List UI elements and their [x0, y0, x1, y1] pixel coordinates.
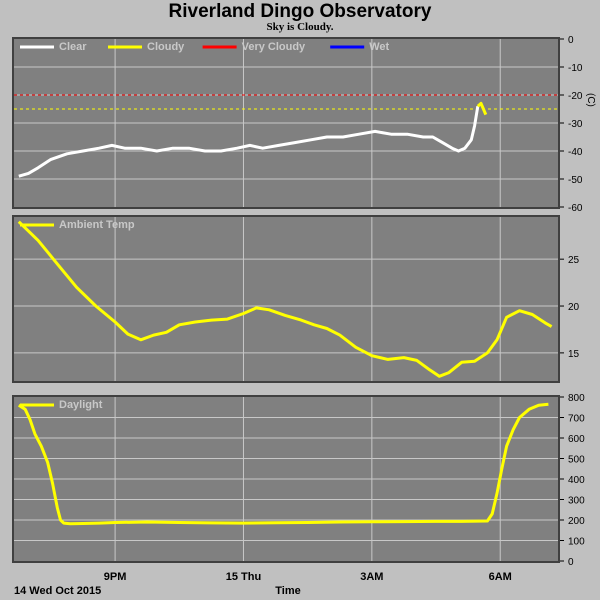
daylight-ytick-label: 500 — [568, 455, 585, 466]
sky-ytick-label: -30 — [568, 119, 583, 130]
ambient-series-ambient-temp — [17, 220, 553, 378]
x-axis-label: Time — [275, 585, 300, 597]
sky-legend-label: Cloudy — [147, 41, 185, 53]
sky-legend-label: Very Cloudy — [242, 41, 306, 53]
ambient-ytick-label: 15 — [568, 349, 580, 360]
xtick-label: 15 Thu — [226, 571, 261, 583]
sky-ylabel: (C) — [585, 93, 596, 107]
ambient-legend-label: Ambient Temp — [59, 219, 135, 231]
daylight-ytick-label: 200 — [568, 516, 585, 527]
ambient-ytick-label: 20 — [568, 302, 580, 313]
sky-legend-label: Clear — [59, 41, 87, 53]
sky-ytick-label: -60 — [568, 203, 583, 214]
xtick-label: 6AM — [489, 571, 512, 583]
daylight-ytick-label: 600 — [568, 434, 585, 445]
sky-legend-label: Wet — [369, 41, 389, 53]
ambient-panel — [14, 217, 558, 381]
daylight-ytick-label: 0 — [568, 557, 574, 568]
daylight-ytick-label: 800 — [568, 393, 585, 404]
daylight-legend-label: Daylight — [59, 399, 103, 411]
sky-ytick-label: -40 — [568, 147, 583, 158]
page-title: Riverland Dingo Observatory — [168, 1, 432, 22]
sky-status-subtitle: Sky is Cloudy. — [266, 21, 334, 33]
sky-ytick-label: -20 — [568, 91, 583, 102]
sky-ytick-label: 0 — [568, 35, 574, 46]
sky-ytick-label: -50 — [568, 175, 583, 186]
xtick-label: 3AM — [360, 571, 383, 583]
sky-ytick-label: -10 — [568, 63, 583, 74]
daylight-ytick-label: 100 — [568, 537, 585, 548]
sky-series-clear — [18, 105, 480, 178]
daylight-ytick-label: 300 — [568, 496, 585, 507]
daylight-series-daylight — [17, 402, 549, 526]
daylight-ytick-label: 400 — [568, 475, 585, 486]
xtick-label: 9PM — [104, 571, 127, 583]
sky-series-cloudy — [476, 101, 488, 116]
daylight-ytick-label: 700 — [568, 414, 585, 425]
date-label: 14 Wed Oct 2015 — [14, 585, 101, 597]
ambient-ytick-label: 25 — [568, 255, 580, 266]
